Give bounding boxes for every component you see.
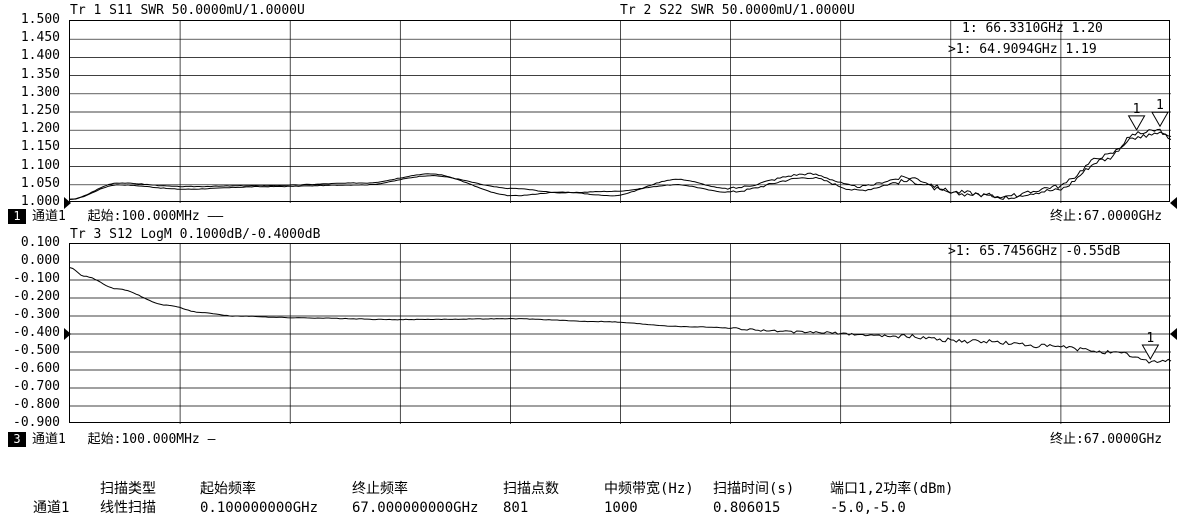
reference-arrow-right — [1170, 197, 1177, 209]
start-frequency[interactable]: 起始:100.000MHz —— — [87, 209, 224, 224]
bottom-stop-frequency[interactable]: 终止:67.0000GHz — [1050, 432, 1163, 447]
header-start-freq: 起始频率 — [200, 481, 256, 497]
trace-s11 — [69, 128, 1172, 200]
header-stop-freq: 终止频率 — [352, 481, 408, 497]
reference-arrow-right — [1170, 328, 1177, 340]
header-sweep-time: 扫描时间(s) — [713, 481, 795, 497]
top-marker-readout-1: 1: 66.3310GHz 1.20 — [962, 21, 1103, 36]
y-tick-label: 1.300 — [20, 84, 60, 100]
top-channel-bar: 1 通道1 起始:100.000MHz —— — [8, 209, 223, 224]
channel-name: 通道1 — [32, 209, 66, 224]
y-tick-label: -0.800 — [13, 397, 60, 412]
y-tick-label: 1.450 — [20, 30, 60, 46]
bottom-plot-area[interactable]: 1 — [64, 243, 1177, 424]
y-tick-label: 1.000 — [20, 194, 60, 209]
y-tick-label: -0.700 — [13, 379, 60, 394]
marker-triangle — [1127, 115, 1146, 131]
marker-number: 1 — [1133, 102, 1141, 117]
header-points: 扫描点数 — [503, 481, 559, 497]
bottom-trace-header-1[interactable]: Tr 3 S12 LogM 0.1000dB/-0.4000dB — [70, 227, 321, 242]
y-tick-label: 1.350 — [20, 66, 60, 82]
y-tick-label: 1.500 — [20, 12, 60, 27]
y-tick-label: -0.400 — [13, 325, 60, 340]
header-sweep-type: 扫描类型 — [100, 481, 156, 497]
value-if-bw[interactable]: 1000 — [604, 500, 638, 516]
reference-arrow-left — [64, 328, 71, 340]
marker-triangle — [1151, 111, 1169, 128]
y-tick-label: -0.500 — [13, 343, 60, 358]
y-tick-label: 1.150 — [20, 139, 60, 155]
row-label: 通道1 — [33, 500, 70, 516]
y-tick-label: 1.200 — [20, 121, 60, 137]
channel-name: 通道1 — [32, 432, 66, 447]
value-sweep-type[interactable]: 线性扫描 — [100, 500, 156, 516]
marker-number: 1 — [1156, 98, 1164, 113]
channel-badge-3[interactable]: 3 — [8, 432, 26, 447]
y-tick-label: -0.200 — [13, 289, 60, 304]
header-port-power: 端口1,2功率(dBm) — [830, 481, 954, 497]
trace-s12 — [69, 267, 1172, 364]
value-stop-freq[interactable]: 67.000000000GHz — [352, 500, 479, 516]
bottom-chart-svg: 1 — [64, 244, 1177, 424]
y-tick-label: 1.400 — [20, 48, 60, 64]
top-stop-frequency[interactable]: 终止:67.0000GHz — [1050, 209, 1163, 224]
y-tick-label: -0.900 — [13, 415, 60, 430]
y-tick-label: -0.600 — [13, 361, 60, 376]
header-if-bw: 中频带宽(Hz) — [604, 481, 694, 497]
top-trace-header-2[interactable]: Tr 2 S22 SWR 50.0000mU/1.0000U — [620, 3, 855, 18]
marker-triangle — [1141, 344, 1160, 361]
value-port-power[interactable]: -5.0,-5.0 — [830, 500, 906, 516]
y-tick-label: 0.000 — [20, 253, 60, 268]
trace-s22 — [69, 131, 1172, 200]
y-tick-label: 1.050 — [20, 175, 60, 191]
y-tick-label: -0.300 — [13, 307, 60, 322]
y-tick-label: 0.100 — [20, 235, 60, 250]
value-start-freq[interactable]: 0.100000000GHz — [200, 500, 319, 516]
bottom-channel-bar: 3 通道1 起始:100.000MHz — — [8, 432, 215, 447]
reference-arrow-left — [64, 197, 71, 209]
value-points[interactable]: 801 — [503, 500, 529, 516]
y-tick-label: 1.250 — [20, 103, 60, 118]
bottom-marker-readout-1: >1: 65.7456GHz -0.55dB — [948, 244, 1121, 259]
top-marker-readout-2: >1: 64.9094GHz 1.19 — [948, 42, 1097, 57]
y-tick-label: -0.100 — [13, 271, 60, 286]
y-tick-label: 1.100 — [20, 157, 60, 173]
channel-badge-1[interactable]: 1 — [8, 209, 26, 224]
marker-number: 1 — [1146, 331, 1154, 346]
start-frequency[interactable]: 起始:100.000MHz — — [87, 432, 216, 447]
value-sweep-time[interactable]: 0.806015 — [713, 500, 781, 516]
top-trace-header-1[interactable]: Tr 1 S11 SWR 50.0000mU/1.0000U — [70, 3, 305, 18]
